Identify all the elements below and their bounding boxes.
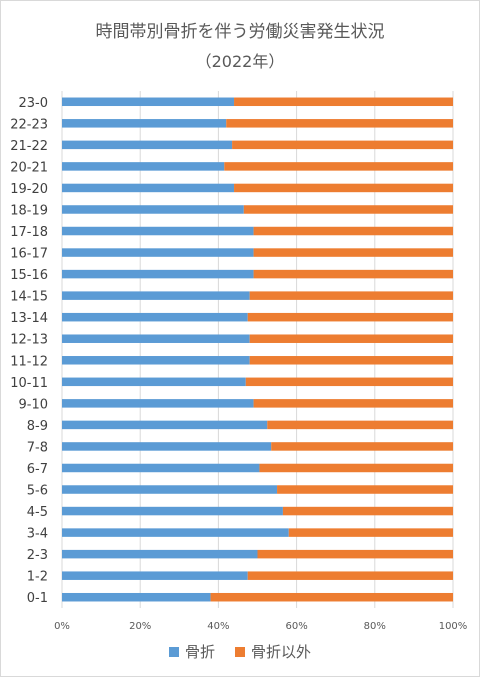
x-tick-label-4: 80%	[364, 621, 386, 632]
bar-1-19-20	[234, 183, 453, 193]
bar-0-16-17	[62, 248, 254, 257]
bar-0-17-18	[62, 226, 254, 236]
y-tick-label-22-23: 22-23	[10, 117, 48, 132]
y-tick-label-15-16: 15-16	[10, 268, 48, 283]
legend-swatch-0	[168, 646, 179, 657]
y-tick-label-0-1: 0-1	[27, 591, 48, 606]
bar-1-12-13	[249, 334, 453, 343]
bar-1-9-10	[253, 399, 453, 408]
bar-0-6-7	[62, 463, 260, 473]
y-tick-label-2-3: 2-3	[27, 548, 48, 563]
y-tick-label-8-9: 8-9	[27, 419, 48, 434]
bar-0-15-16	[62, 269, 254, 279]
bar-0-7-8	[62, 442, 272, 451]
bar-0-5-6	[62, 485, 278, 494]
bar-1-16-17	[253, 248, 453, 257]
bar-0-0-1	[62, 592, 211, 602]
bar-1-6-7	[259, 463, 453, 473]
bar-1-20-21	[224, 162, 453, 171]
bar-1-11-12	[249, 356, 453, 365]
bar-1-2-3	[257, 549, 453, 559]
y-tick-label-6-7: 6-7	[27, 462, 48, 477]
y-tick-label-17-18: 17-18	[10, 225, 48, 240]
bar-0-10-11	[62, 377, 246, 387]
bar-1-23-0	[234, 97, 453, 107]
bar-0-22-23	[62, 119, 227, 128]
bar-1-0-1	[210, 592, 453, 602]
bar-0-18-19	[62, 205, 244, 214]
bar-0-3-4	[62, 528, 289, 537]
y-tick-label-1-2: 1-2	[27, 570, 48, 585]
legend-item-1: 骨折以外	[235, 641, 311, 662]
y-tick-label-9-10: 9-10	[18, 397, 48, 412]
y-tick-label-10-11: 10-11	[10, 376, 48, 391]
bar-1-14-15	[249, 291, 453, 300]
y-tick-label-13-14: 13-14	[10, 311, 48, 326]
bar-1-17-18	[253, 226, 453, 236]
y-tick-label-21-22: 21-22	[10, 139, 48, 154]
bar-1-3-4	[288, 528, 453, 537]
chart-subtitle: （2022年）	[195, 52, 285, 71]
bar-1-18-19	[243, 205, 453, 214]
bar-1-5-6	[277, 485, 453, 494]
bar-0-11-12	[62, 356, 250, 365]
y-tick-label-23-0: 23-0	[18, 96, 48, 111]
bar-0-8-9	[62, 420, 268, 430]
legend-label-0: 骨折	[184, 643, 215, 661]
legend-label-1: 骨折以外	[251, 643, 312, 661]
bar-0-13-14	[62, 312, 248, 322]
bar-1-8-9	[267, 420, 453, 430]
y-tick-label-7-8: 7-8	[27, 440, 48, 455]
bar-1-10-11	[245, 377, 453, 387]
bar-0-19-20	[62, 183, 235, 193]
bar-1-15-16	[253, 269, 453, 279]
bar-0-4-5	[62, 506, 283, 516]
y-tick-label-5-6: 5-6	[27, 484, 48, 499]
x-tick-label-3: 60%	[285, 621, 307, 632]
bar-0-1-2	[62, 571, 248, 580]
bar-0-9-10	[62, 399, 254, 408]
y-tick-label-20-21: 20-21	[10, 160, 48, 175]
legend-item-0: 骨折	[168, 641, 215, 662]
legend: 骨折 骨折以外	[1, 641, 479, 662]
bar-0-21-22	[62, 140, 233, 150]
bar-1-13-14	[247, 312, 453, 322]
y-tick-label-16-17: 16-17	[10, 247, 48, 262]
chart-title: 時間帯別骨折を伴う労働災害発生状況	[95, 22, 385, 42]
bar-0-20-21	[62, 162, 225, 171]
bar-0-14-15	[62, 291, 250, 300]
bar-1-7-8	[271, 442, 453, 451]
y-tick-label-11-12: 11-12	[10, 354, 48, 369]
y-tick-label-14-15: 14-15	[10, 290, 48, 305]
bar-1-21-22	[232, 140, 453, 150]
bar-0-2-3	[62, 549, 258, 559]
bar-1-4-5	[282, 506, 453, 516]
x-tick-label-2: 40%	[207, 621, 229, 632]
bar-0-12-13	[62, 334, 250, 343]
bar-1-22-23	[226, 119, 453, 128]
y-tick-label-3-4: 3-4	[27, 527, 48, 542]
x-tick-label-1: 20%	[129, 621, 151, 632]
x-tick-label-0: 0%	[54, 621, 70, 632]
x-tick-label-5: 100%	[439, 621, 468, 632]
bar-1-1-2	[247, 571, 453, 580]
legend-swatch-1	[235, 646, 245, 657]
y-tick-label-12-13: 12-13	[10, 333, 48, 348]
y-tick-label-19-20: 19-20	[10, 182, 48, 197]
bar-0-23-0	[62, 97, 235, 107]
y-tick-label-18-19: 18-19	[10, 203, 48, 218]
y-tick-label-4-5: 4-5	[27, 505, 48, 520]
